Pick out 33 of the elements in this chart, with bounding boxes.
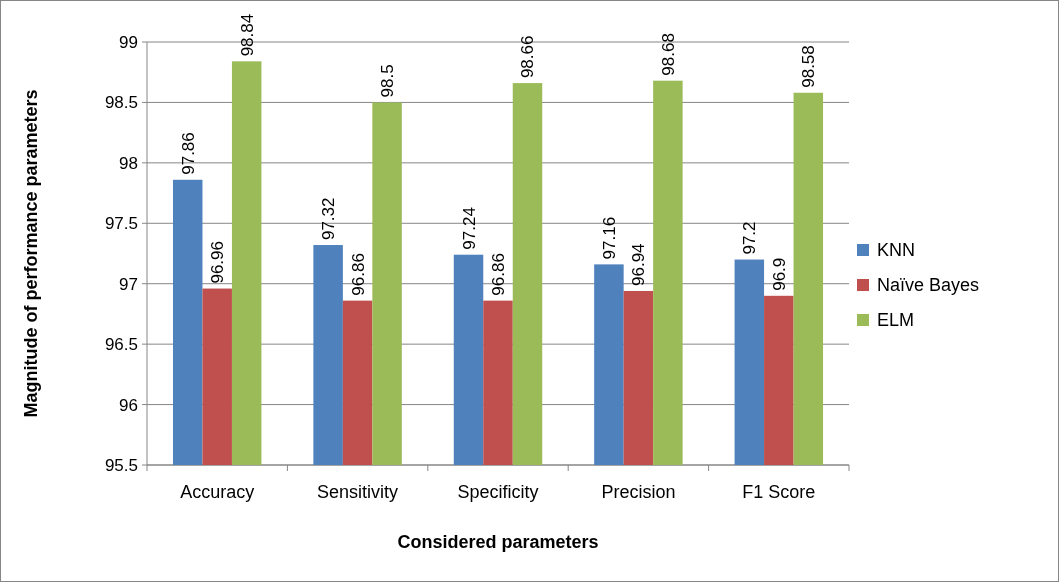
data-label: 96.96 xyxy=(208,241,228,284)
y-tick-label: 97.5 xyxy=(104,214,138,234)
data-label: 98.58 xyxy=(799,45,819,88)
y-tick-label: 95.5 xyxy=(104,455,138,475)
data-label: 96.94 xyxy=(629,243,649,286)
data-label: 97.16 xyxy=(599,216,619,260)
data-label: 98.66 xyxy=(518,35,538,79)
data-label: 98.5 xyxy=(378,64,398,98)
x-tick-label: Sensitivity xyxy=(317,482,399,502)
y-tick-label: 98.5 xyxy=(104,93,138,113)
data-label: 97.2 xyxy=(740,221,760,255)
y-tick-label: 96 xyxy=(119,395,138,415)
y-tick-label: 98 xyxy=(119,153,138,173)
y-tick-label: 99 xyxy=(119,32,138,52)
data-label: 97.86 xyxy=(178,132,198,175)
data-label: 96.9 xyxy=(769,257,789,291)
x-tick-label: Accuracy xyxy=(180,482,255,502)
x-tick-label: F1 Score xyxy=(742,482,816,502)
legend-label: Naïve Bayes xyxy=(877,275,980,296)
data-label: 97.32 xyxy=(319,197,339,241)
data-label: 98.84 xyxy=(237,13,257,57)
x-tick-label: Specificity xyxy=(457,482,539,502)
legend-label: KNN xyxy=(877,240,916,261)
x-axis-title: Considered parameters xyxy=(397,532,599,552)
y-tick-label: 96.5 xyxy=(104,335,138,355)
data-label: 96.86 xyxy=(348,253,368,296)
legend-label: ELM xyxy=(877,310,915,331)
x-tick-label: Precision xyxy=(601,482,676,502)
y-axis-title: Magnitude of performance parameters xyxy=(21,89,41,418)
y-tick-label: 97 xyxy=(119,274,138,294)
data-label: 97.24 xyxy=(459,207,479,250)
data-label: 98.68 xyxy=(658,33,678,76)
data-label: 96.86 xyxy=(489,253,508,296)
